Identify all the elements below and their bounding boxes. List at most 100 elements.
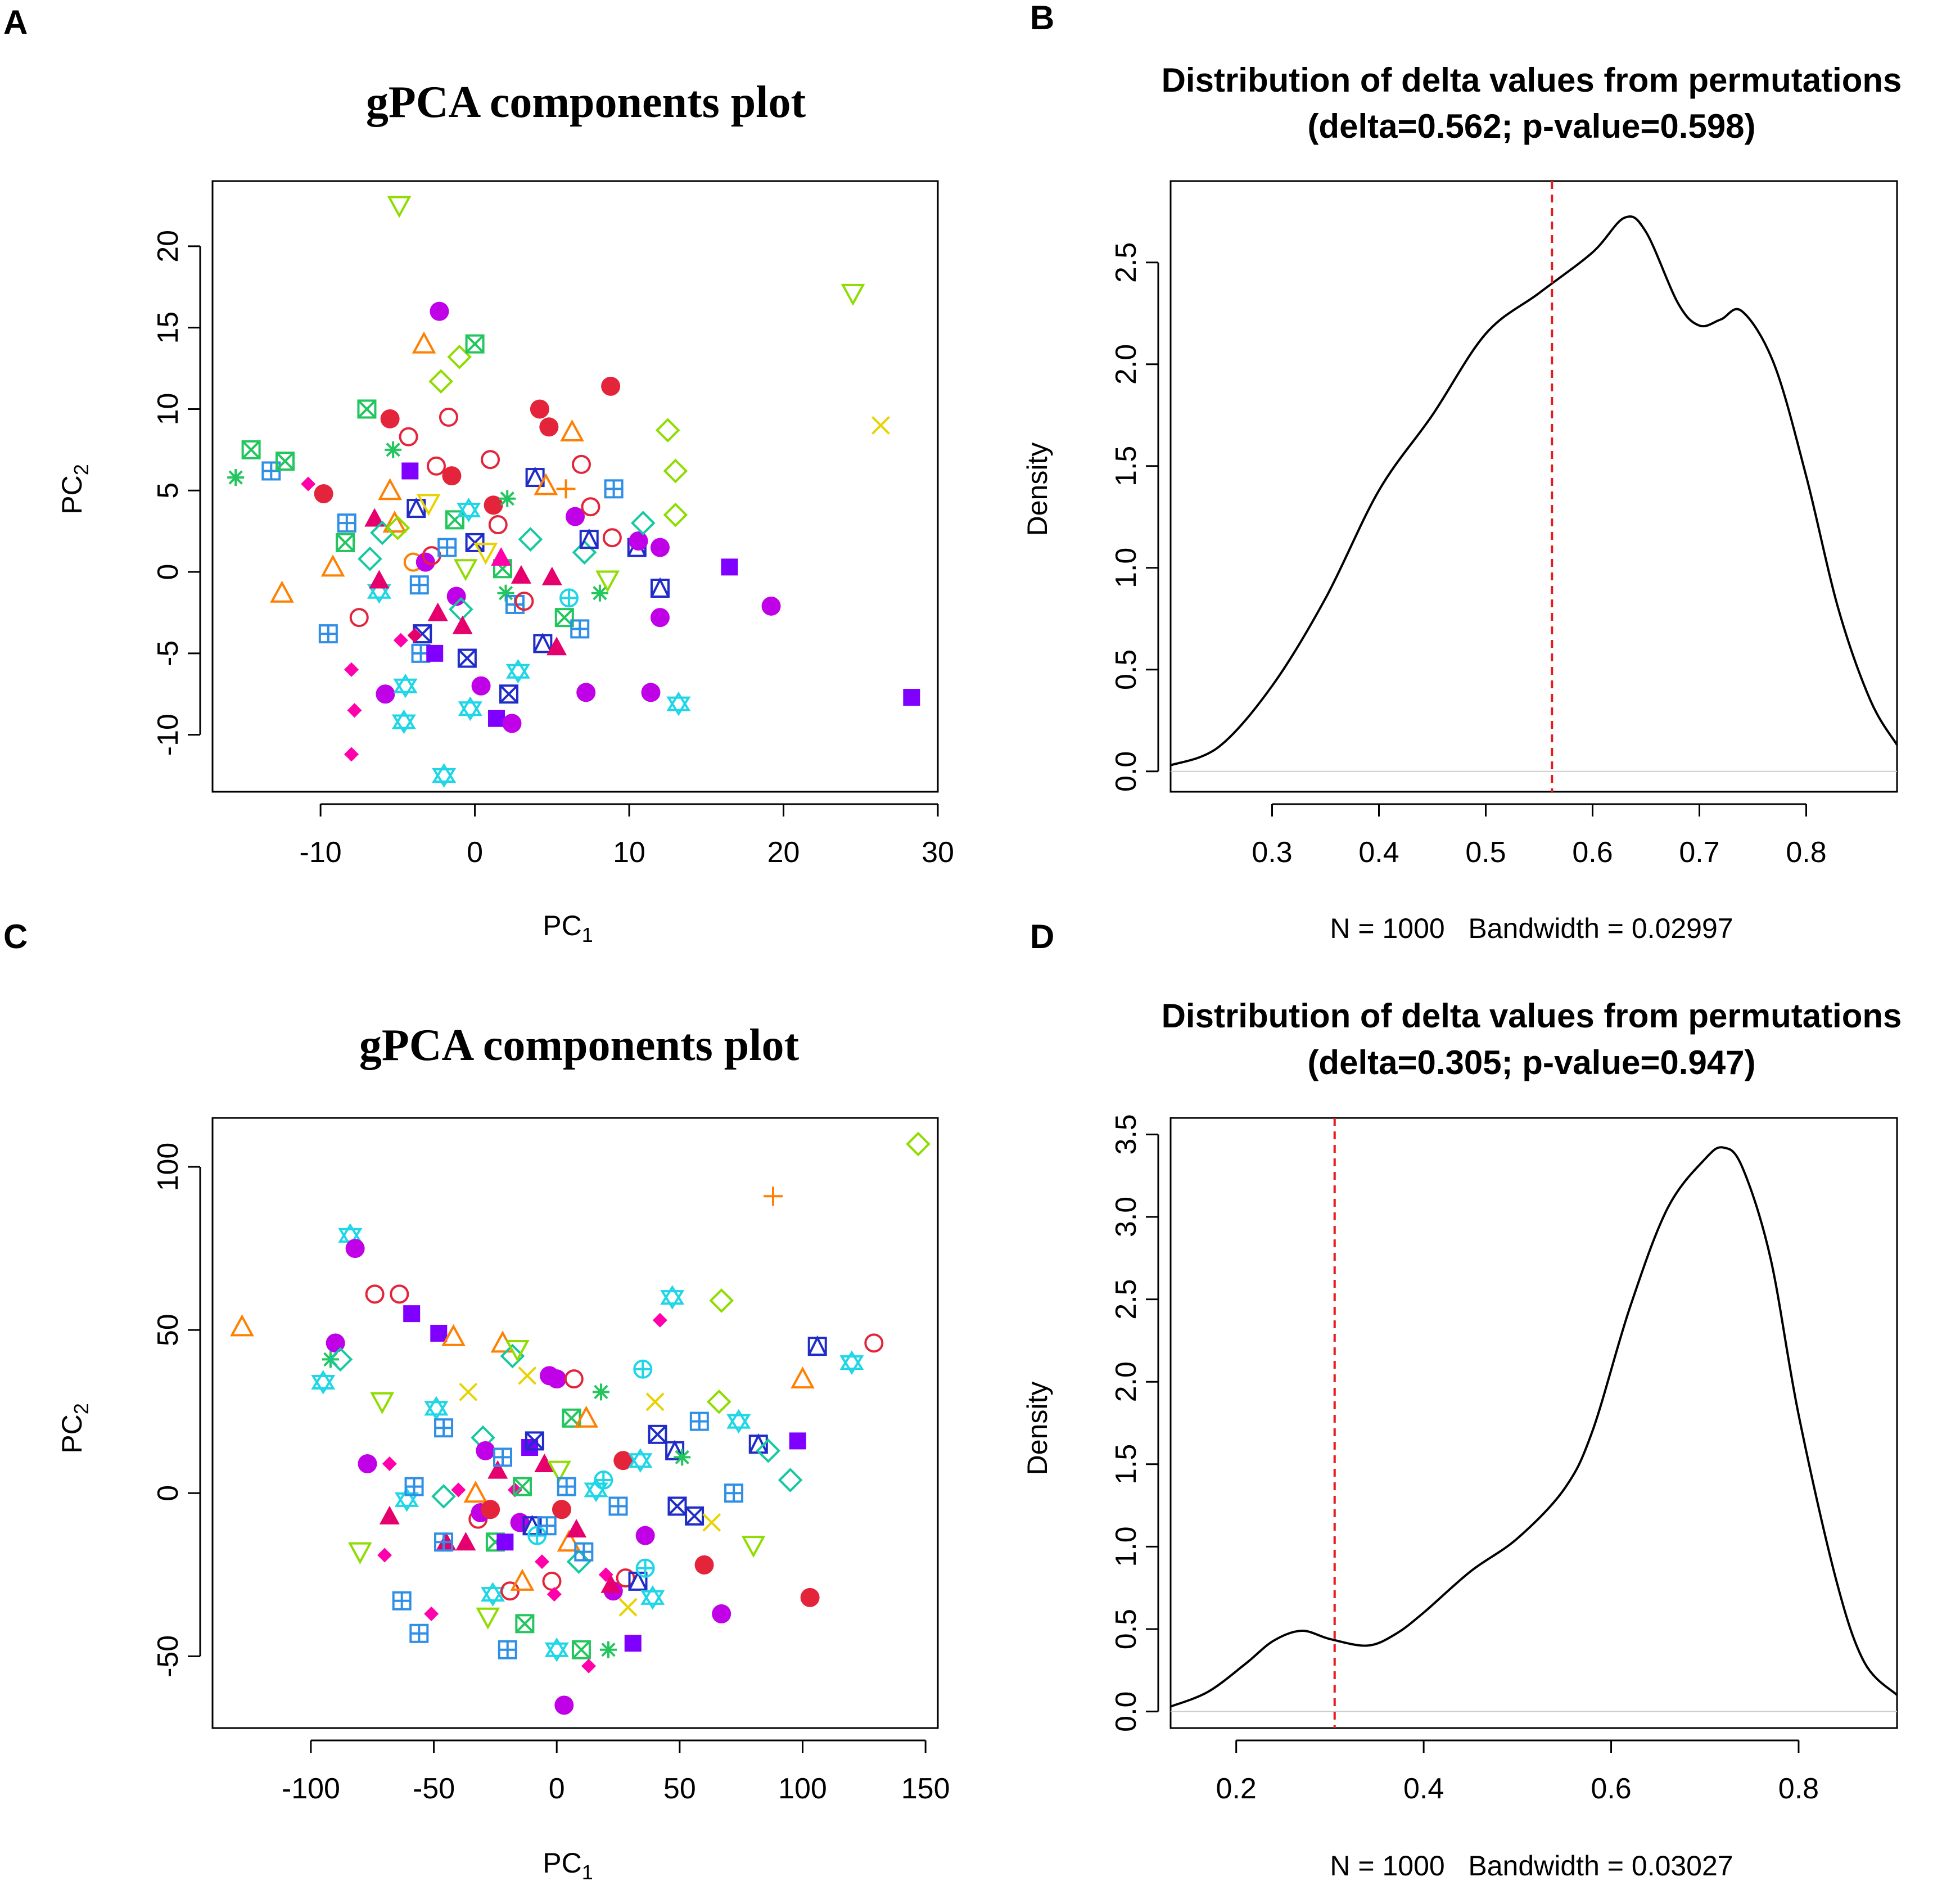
scatter-point xyxy=(613,1451,633,1470)
scatter-point xyxy=(530,399,549,419)
panel-c-xlabel-main: PC xyxy=(543,1847,581,1879)
scatter-point xyxy=(601,376,621,396)
scatter-point xyxy=(640,1585,665,1610)
scatter-point xyxy=(571,454,591,474)
scatter-point xyxy=(579,528,599,549)
scatter-point xyxy=(439,407,458,427)
scatter-point xyxy=(344,662,359,677)
panel-b-xlabel: N = 1000 Bandwidth = 0.02997 xyxy=(1330,913,1733,944)
x-axis: -100 -50 0 50 100 150 xyxy=(282,1739,950,1805)
panel-d-xlabel: N = 1000 Bandwidth = 0.03027 xyxy=(1330,1850,1733,1881)
scatter-point xyxy=(525,466,545,488)
scatter-point xyxy=(689,1411,709,1431)
scatter-point xyxy=(724,1483,744,1503)
y-tick-label: 15 xyxy=(152,312,184,344)
scatter-point xyxy=(431,1484,456,1509)
scatter-point xyxy=(369,570,390,589)
scatter-point xyxy=(650,608,670,628)
scatter-point xyxy=(499,490,516,507)
scatter-point xyxy=(618,1598,638,1617)
scatter-point xyxy=(430,1324,448,1342)
scatter-point xyxy=(570,619,590,639)
scatter-point xyxy=(594,1470,613,1490)
scatter-point xyxy=(442,466,462,486)
scatter-point xyxy=(493,1447,512,1467)
scatter-point xyxy=(345,1239,365,1258)
scatter-point xyxy=(685,1506,704,1526)
y-tick-label: 0 xyxy=(152,1485,184,1501)
scatter-point xyxy=(616,1568,635,1588)
scatter-point xyxy=(392,1591,412,1611)
scatter-point xyxy=(544,1637,569,1662)
scatter-point xyxy=(391,709,416,734)
scatter-point xyxy=(871,416,890,435)
scatter-point xyxy=(650,577,670,598)
scatter-point xyxy=(706,1389,731,1414)
scatter-point xyxy=(401,462,419,480)
x-tick-label: 20 xyxy=(767,836,800,869)
panel-a-xlabel-sub: 1 xyxy=(582,923,593,946)
scatter-point xyxy=(650,538,670,557)
scatter-point xyxy=(377,1548,392,1563)
y-tick-label: 3.5 xyxy=(1110,1114,1142,1154)
y-tick-label: 5 xyxy=(152,482,184,499)
scatter-point xyxy=(344,747,359,762)
scatter-point xyxy=(534,473,558,495)
scatter-point xyxy=(608,1496,628,1516)
scatter-point xyxy=(903,689,920,706)
scatter-point xyxy=(424,1396,449,1421)
scatter-point xyxy=(581,1658,597,1673)
y-tick-label: 0.0 xyxy=(1110,1691,1142,1732)
y-tick-label: 3.0 xyxy=(1110,1197,1142,1237)
y-axis: -50 0 50 100 xyxy=(152,1143,201,1677)
scatter-point xyxy=(648,1424,667,1444)
scatter-point xyxy=(600,1574,621,1593)
scatter-point xyxy=(807,1335,827,1356)
x-tick-label: 0.8 xyxy=(1778,1772,1819,1805)
scatter-point xyxy=(491,547,512,566)
scatter-point xyxy=(347,703,362,718)
x-tick-label: 30 xyxy=(922,836,954,869)
scatter-point xyxy=(399,427,418,446)
scatter-point xyxy=(434,1418,454,1438)
scatter-point xyxy=(385,441,402,458)
scatter-point xyxy=(437,538,457,557)
scatter-point xyxy=(510,1568,535,1591)
x-tick-label: 0.5 xyxy=(1465,836,1506,869)
scatter-point xyxy=(564,1369,584,1389)
y-tick-label: 0.5 xyxy=(1110,1609,1142,1649)
scatter-point xyxy=(791,1366,815,1389)
scatter-point xyxy=(663,458,688,484)
scatter-point xyxy=(457,648,477,668)
scatter-point xyxy=(604,479,624,499)
scatter-point xyxy=(500,1343,525,1369)
y-tick-label: 10 xyxy=(152,393,184,426)
scatter-point xyxy=(537,1516,557,1536)
scatter-point xyxy=(407,628,422,643)
scatter-point xyxy=(403,1305,421,1323)
scatter-point xyxy=(385,516,410,540)
scatter-point xyxy=(404,1477,424,1496)
scatter-point xyxy=(595,570,620,593)
scatter-point xyxy=(412,331,436,354)
scatter-point xyxy=(276,452,295,471)
y-tick-label: 0.5 xyxy=(1110,649,1142,690)
panel-c-ylabel-main: PC xyxy=(56,1414,88,1453)
scatter-point xyxy=(390,1284,409,1304)
scatter-point xyxy=(349,608,369,628)
scatter-point xyxy=(488,515,508,535)
scatter-point xyxy=(496,1533,514,1551)
scatter-point xyxy=(426,644,444,662)
scatter-point xyxy=(430,301,449,321)
scatter-point xyxy=(311,1370,336,1395)
panel-label-c: C xyxy=(3,918,28,955)
scatter-point xyxy=(660,1285,685,1310)
scatter-point xyxy=(378,478,403,500)
scatter-point xyxy=(382,1456,397,1472)
scatter-point xyxy=(498,1640,517,1659)
panel-b-subtitle: (delta=0.562; p-value=0.598) xyxy=(1307,107,1755,145)
y-axis: 0.0 0.5 1.0 1.5 2.0 2.5 3.0 3.5 xyxy=(1110,1114,1159,1732)
scatter-point xyxy=(452,615,473,634)
x-axis: -10 0 10 20 30 xyxy=(300,803,954,869)
